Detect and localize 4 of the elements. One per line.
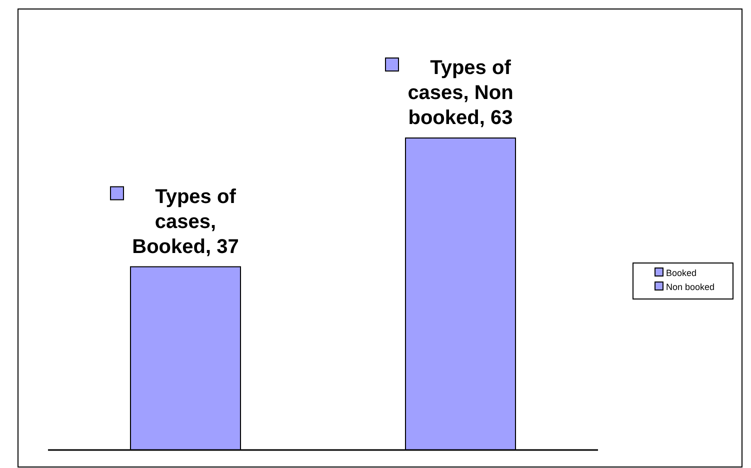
- legend-label: Non booked: [666, 282, 715, 292]
- data-label: Types of cases, Booked, 37: [132, 186, 239, 258]
- data-label: Types of cases, Non booked, 63: [408, 57, 514, 129]
- legend-label: Booked: [666, 268, 697, 278]
